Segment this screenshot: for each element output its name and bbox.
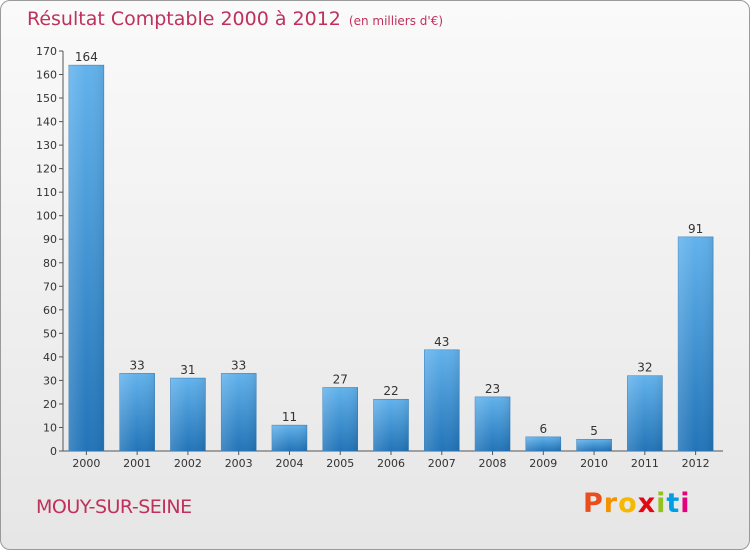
x-tick-label: 2002: [174, 457, 202, 470]
y-tick-label: 90: [43, 233, 57, 246]
x-tick-label: 2003: [225, 457, 253, 470]
logo-letter: P: [583, 488, 604, 519]
logo-letter: r: [603, 488, 619, 519]
x-tick-label: 2004: [275, 457, 303, 470]
y-tick-label: 0: [50, 445, 57, 458]
data-label: 27: [333, 372, 348, 386]
bar-shading: [119, 373, 155, 451]
y-tick-label: 60: [43, 304, 57, 317]
bar-shading: [475, 396, 511, 451]
bar-shading: [68, 65, 104, 451]
bar-shading: [221, 373, 257, 451]
x-tick-label: 2001: [123, 457, 151, 470]
y-tick-label: 150: [36, 92, 57, 105]
bar-shading: [627, 375, 663, 451]
y-tick-label: 10: [43, 421, 57, 434]
y-tick-label: 130: [36, 139, 57, 152]
x-tick-label: 2006: [377, 457, 405, 470]
x-tick-label: 2000: [72, 457, 100, 470]
logo-letter: o: [618, 488, 638, 519]
y-tick-label: 170: [36, 45, 57, 58]
logo-letter: t: [666, 488, 681, 519]
chart-subtitle: (en milliers d'€): [348, 14, 444, 28]
y-tick-label: 80: [43, 257, 57, 270]
y-tick-label: 30: [43, 374, 57, 387]
bar-shading: [678, 236, 714, 451]
data-label: 5: [590, 424, 598, 438]
data-label: 164: [75, 50, 98, 64]
x-tick-label: 2007: [428, 457, 456, 470]
data-label: 22: [383, 384, 398, 398]
x-tick-label: 2011: [631, 457, 659, 470]
y-tick-label: 120: [36, 163, 57, 176]
bar-shading: [170, 378, 206, 451]
data-label: 43: [434, 335, 449, 349]
x-tick-label: 2012: [682, 457, 710, 470]
logo-letter: x: [637, 488, 657, 519]
proxiti-logo: Proxiti: [583, 488, 691, 519]
chart-title-text: Résultat Comptable 2000 à 2012: [27, 8, 341, 30]
chart-title: Résultat Comptable 2000 à 2012 (en millie…: [27, 8, 443, 30]
y-tick-label: 160: [36, 69, 57, 82]
y-tick-label: 20: [43, 398, 57, 411]
x-tick-label: 2010: [580, 457, 608, 470]
town-name: MOUY-SUR-SEINE: [36, 496, 192, 518]
bar-shading: [576, 439, 612, 451]
bar-shading: [271, 425, 307, 451]
data-label: 32: [637, 361, 652, 375]
bar-shading: [322, 387, 358, 451]
y-tick-label: 140: [36, 116, 57, 129]
bar-shading: [373, 399, 409, 451]
y-tick-label: 110: [36, 186, 57, 199]
data-label: 23: [485, 382, 500, 396]
data-label: 11: [282, 410, 297, 424]
y-tick-label: 100: [36, 210, 57, 223]
data-label: 33: [130, 358, 145, 372]
logo-letter: i: [656, 488, 667, 519]
x-tick-label: 2005: [326, 457, 354, 470]
y-tick-label: 70: [43, 280, 57, 293]
y-tick-label: 40: [43, 351, 57, 364]
bar-shading: [525, 436, 561, 451]
x-tick-label: 2008: [479, 457, 507, 470]
data-label: 31: [180, 363, 195, 377]
data-label: 91: [688, 222, 703, 236]
logo-letter: i: [680, 488, 691, 519]
data-label: 6: [539, 422, 547, 436]
x-tick-label: 2009: [529, 457, 557, 470]
bar-shading: [424, 349, 460, 451]
y-tick-label: 50: [43, 327, 57, 340]
data-label: 33: [231, 358, 246, 372]
